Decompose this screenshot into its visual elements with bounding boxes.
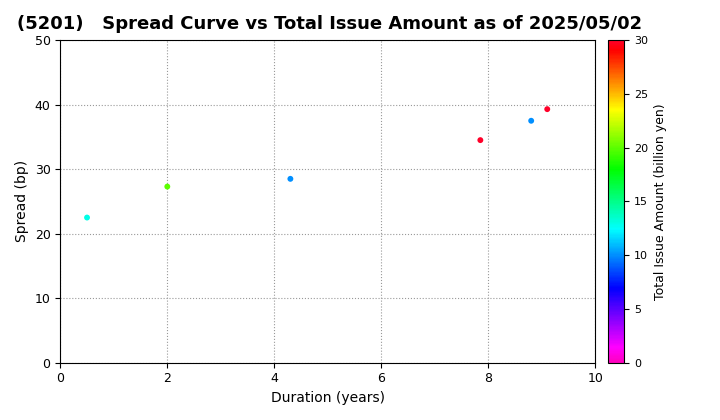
Point	[81, 214, 93, 221]
Y-axis label: Spread (bp): Spread (bp)	[15, 160, 29, 242]
Point	[161, 183, 173, 190]
Point	[284, 176, 296, 182]
Text: (5201)   Spread Curve vs Total Issue Amount as of 2025/05/02: (5201) Spread Curve vs Total Issue Amoun…	[17, 15, 642, 33]
Y-axis label: Total Issue Amount (billion yen): Total Issue Amount (billion yen)	[654, 103, 667, 300]
X-axis label: Duration (years): Duration (years)	[271, 391, 384, 405]
Point	[526, 118, 537, 124]
Point	[541, 106, 553, 113]
Point	[474, 137, 486, 144]
